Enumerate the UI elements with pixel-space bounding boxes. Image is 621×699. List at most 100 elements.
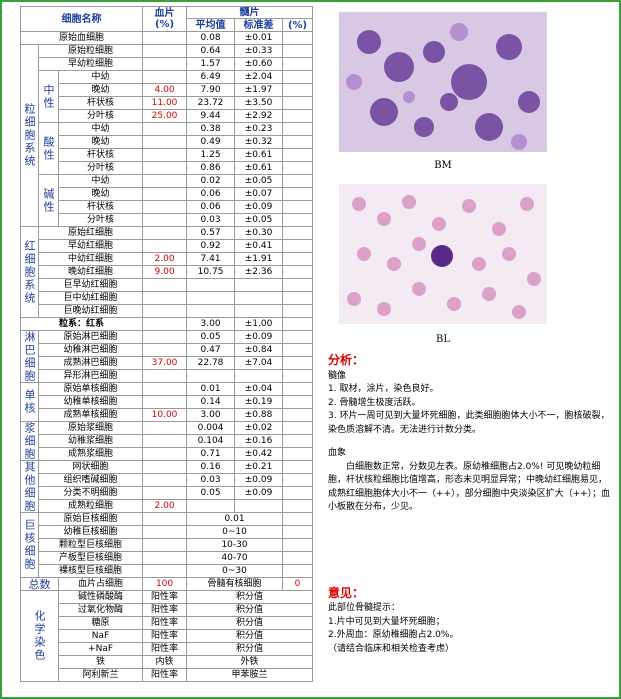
table-row: 淋巴细胞 原始淋巴细胞 0.05 ±0.09	[20, 330, 314, 383]
cell-a: 阳性率	[142, 668, 188, 682]
cell-mean: 0.08	[186, 31, 236, 45]
cell-name: 产板型巨核细胞	[37, 551, 144, 565]
cell-pct	[282, 473, 314, 487]
cell-mean: 22.78	[186, 356, 236, 370]
table-row: 总数 血片占细胞 100 骨髓有核细胞 0	[20, 577, 314, 591]
cell-name: 原始浆细胞	[37, 421, 144, 435]
cell-blood	[142, 213, 188, 227]
cell-sd	[234, 499, 284, 513]
cell-mean: 0.06	[186, 187, 236, 201]
cell-sd	[234, 369, 284, 383]
cell-blood	[142, 57, 188, 71]
table-body: 细胞名称 血片 (%) 髓片 平均值 标准差 (%) 原始血细胞 0.08 ±0.01…	[19, 6, 314, 682]
table-row: 巨中幼红细胞	[21, 291, 314, 305]
cell-blood	[142, 187, 188, 201]
cell-name: 颗粒型巨核细胞	[37, 538, 144, 552]
cell-sd	[234, 291, 284, 305]
cell-blood: 9.00	[142, 265, 188, 279]
section-label: 单核	[20, 382, 39, 422]
cell-pct	[282, 525, 314, 539]
cell-blood: 11.00	[142, 96, 188, 110]
cell-blood	[142, 304, 188, 318]
table-row: 成熟粒细胞 2.00	[21, 499, 314, 513]
bl-image	[339, 184, 547, 324]
cell-range: 40-70	[186, 551, 284, 565]
cell-name: 原始粒细胞	[37, 44, 144, 58]
cell-name: 分叶核	[57, 213, 144, 227]
cell-pct	[282, 421, 314, 435]
bm-image	[339, 12, 547, 152]
cell-sd: ±0.21	[234, 460, 284, 474]
cell-name: 晚幼	[57, 187, 144, 201]
cell-pct	[282, 122, 314, 136]
table-row: 成熟单核细胞 10.00 3.00 ±0.88	[21, 408, 314, 422]
cell-pct	[282, 317, 314, 331]
group-label: 酸性	[38, 122, 59, 175]
table-row: 成熟淋巴细胞 37.00 22.78 ±7.04	[21, 356, 314, 370]
cell-range: 0.01	[186, 512, 284, 526]
cell-blood	[142, 70, 188, 84]
cell-name: 成熟浆细胞	[37, 447, 144, 461]
cell-name: 分叶核	[57, 109, 144, 123]
blood-title: 血象	[328, 448, 347, 458]
cell-name: 中幼	[57, 70, 144, 84]
cell-name: 中幼	[57, 122, 144, 136]
cell-name: 分类不明细胞	[37, 486, 144, 500]
cell-blood	[142, 44, 188, 58]
table-row: 铁内铁 外铁	[21, 655, 314, 669]
table-row: 异形淋巴细胞	[21, 369, 314, 383]
cell-mean: 7.90	[186, 83, 236, 97]
cell-name: 异形淋巴细胞	[37, 369, 144, 383]
cell-name: 原始淋巴细胞	[37, 330, 144, 344]
marrow-item: 1. 取材，涂片，染色良好。	[328, 384, 439, 394]
cell-a: 阳性率	[142, 629, 188, 643]
cell-mean: 0.06	[186, 200, 236, 214]
cell-a: 阳性率	[142, 616, 188, 630]
table-row: 原始血细胞 0.08 ±0.01	[19, 31, 314, 45]
cell-sd: ±0.23	[234, 122, 284, 136]
cell-blood	[142, 564, 188, 578]
group-label: 碱性	[38, 174, 59, 227]
cell-pct	[282, 70, 314, 84]
cell-range: 骨髓有核细胞	[186, 577, 284, 591]
cell-blood	[142, 226, 188, 240]
table-row: 阿利新兰 阳性率 甲苯胺兰	[21, 668, 314, 682]
table-row: 幼稚淋巴细胞 0.47 ±0.84	[21, 343, 314, 357]
cell-mean: 9.44	[186, 109, 236, 123]
table-row: 裸核型巨核细胞 0~30	[21, 564, 314, 578]
cell-sd: ±0.05	[234, 213, 284, 227]
table-row: 粒系：红系 3.00 ±1.00	[19, 317, 314, 331]
cell-pct	[282, 382, 314, 396]
section-label: 红细胞系统	[20, 226, 39, 318]
cell-sd	[234, 278, 284, 292]
marrow-item: 3. 环片一周可见到大量坏死细胞，此类细胞胞体大小不一，胞核破裂，染色质溶解不清…	[328, 411, 610, 435]
cell-blood: 100	[142, 577, 188, 591]
cell-blood	[142, 291, 188, 305]
table-row: 粒细胞系统 原始粒细胞 0.64 ±0.33	[20, 44, 314, 227]
table-row: 分类不明细胞 0.05 ±0.09	[21, 486, 314, 500]
cell-mean: 3.00	[186, 408, 236, 422]
cell-name: 成熟淋巴细胞	[37, 356, 144, 370]
table-row: 幼稚单核细胞 0.14 ±0.19	[21, 395, 314, 409]
header-blood-unit: (%)	[154, 19, 175, 30]
table-row: 早幼粒细胞 1.57 ±0.60	[21, 57, 314, 71]
section-label: 其他细胞	[20, 460, 39, 513]
table-row: 中性 中幼 6.49 ±2.04	[21, 70, 314, 123]
cell-pct	[282, 213, 314, 227]
opinion-lines: 此部位骨髓提示： 1.片中可见到大量坏死细胞； 2.外周血：原幼稚细胞占2.0%。 （…	[328, 602, 614, 656]
cell-b: 积分值	[186, 616, 314, 630]
cell-pct	[282, 174, 314, 188]
cell-mean	[186, 499, 236, 513]
cell-sd: ±0.33	[234, 44, 284, 58]
cell-name: NaF	[57, 629, 144, 643]
cell-mean	[186, 304, 236, 318]
cell-b: 甲苯胺兰	[186, 668, 314, 682]
cell-sd: ±2.36	[234, 265, 284, 279]
table-row: 杆状核 0.06 ±0.09	[21, 200, 314, 214]
marrow-items: 1. 取材，涂片，染色良好。 2. 骨髓增生极度活跃。 3. 环片一周可见到大量坏死…	[328, 383, 614, 437]
cell-name: 原始单核细胞	[37, 382, 144, 396]
table-row: 产板型巨核细胞 40-70	[21, 551, 314, 565]
cell-pct	[282, 395, 314, 409]
cell-blood	[142, 525, 188, 539]
